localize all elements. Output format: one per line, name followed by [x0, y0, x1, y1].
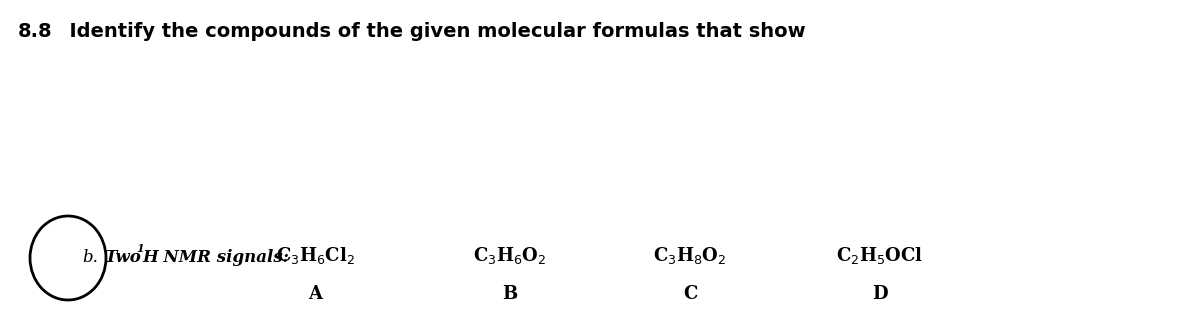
Text: B: B [503, 285, 517, 303]
Text: Two: Two [106, 249, 146, 267]
Text: C$_2$H$_5$OCl: C$_2$H$_5$OCl [836, 244, 924, 266]
Text: H NMR signals:: H NMR signals: [142, 249, 289, 267]
Text: b.: b. [82, 249, 98, 267]
Text: C$_3$H$_8$O$_2$: C$_3$H$_8$O$_2$ [653, 244, 727, 266]
Text: C: C [683, 285, 697, 303]
Text: 8.8: 8.8 [18, 22, 53, 41]
Text: 1: 1 [136, 243, 144, 253]
Text: C$_3$H$_6$O$_2$: C$_3$H$_6$O$_2$ [473, 244, 547, 266]
Text: C$_3$H$_6$Cl$_2$: C$_3$H$_6$Cl$_2$ [276, 244, 354, 266]
Text: A: A [308, 285, 322, 303]
Text: D: D [872, 285, 888, 303]
Text: Identify the compounds of the given molecular formulas that show: Identify the compounds of the given mole… [56, 22, 805, 41]
